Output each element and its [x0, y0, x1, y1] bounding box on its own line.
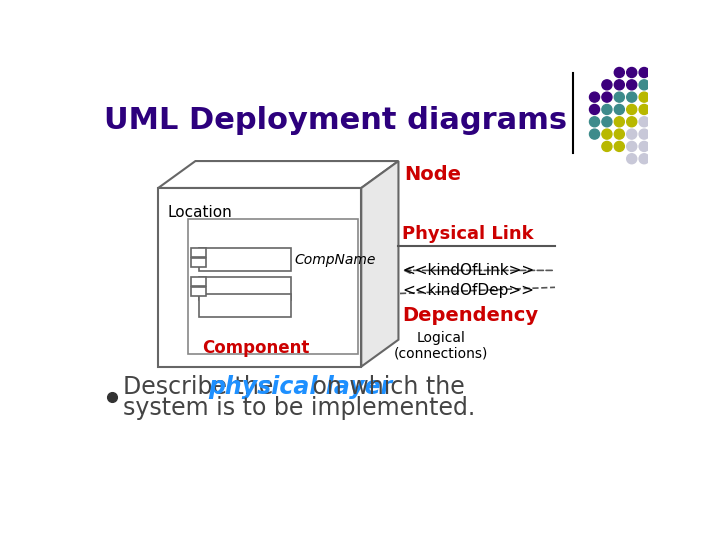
Circle shape [614, 80, 624, 90]
Bar [191, 248, 206, 256]
Circle shape [639, 141, 649, 151]
Text: Node: Node [405, 165, 462, 184]
Bar [158, 188, 361, 367]
Circle shape [639, 117, 649, 127]
Circle shape [614, 129, 624, 139]
Circle shape [626, 141, 636, 151]
Circle shape [614, 92, 624, 102]
Bar [191, 287, 206, 296]
Bar [191, 258, 206, 267]
Circle shape [602, 129, 612, 139]
Circle shape [639, 68, 649, 78]
Circle shape [626, 154, 636, 164]
Text: Location: Location [168, 205, 233, 220]
Circle shape [626, 104, 636, 114]
Text: system is to be implemented.: system is to be implemented. [122, 396, 474, 420]
Bar [191, 278, 206, 286]
Text: physical layer: physical layer [208, 375, 392, 399]
Circle shape [602, 104, 612, 114]
Circle shape [639, 129, 649, 139]
Circle shape [626, 129, 636, 139]
Text: <<kindOfLink>>: <<kindOfLink>> [402, 263, 534, 278]
Circle shape [590, 92, 600, 102]
Bar [199, 294, 291, 318]
Circle shape [602, 92, 612, 102]
Circle shape [626, 117, 636, 127]
Text: Physical Link: Physical Link [402, 225, 534, 242]
Circle shape [639, 104, 649, 114]
Circle shape [614, 141, 624, 151]
Circle shape [602, 141, 612, 151]
Circle shape [639, 154, 649, 164]
Text: UML Deployment diagrams: UML Deployment diagrams [104, 106, 567, 135]
Circle shape [614, 104, 624, 114]
Polygon shape [361, 161, 398, 367]
Text: CompName: CompName [294, 253, 376, 267]
Text: Logical
(connections): Logical (connections) [394, 330, 488, 361]
Text: Component: Component [202, 340, 310, 357]
Circle shape [626, 80, 636, 90]
Bar [188, 219, 358, 354]
Text: Describe the: Describe the [122, 375, 280, 399]
Circle shape [614, 68, 624, 78]
Text: on which the: on which the [305, 375, 465, 399]
Circle shape [602, 117, 612, 127]
Text: Dependency: Dependency [402, 306, 539, 325]
Bar [199, 278, 291, 300]
Circle shape [590, 129, 600, 139]
Circle shape [590, 104, 600, 114]
Circle shape [639, 92, 649, 102]
Text: <<kindOfDep>>: <<kindOfDep>> [402, 283, 534, 298]
Circle shape [590, 117, 600, 127]
Circle shape [602, 80, 612, 90]
Circle shape [626, 68, 636, 78]
Circle shape [626, 92, 636, 102]
Circle shape [614, 117, 624, 127]
Polygon shape [158, 161, 398, 188]
Bar [199, 248, 291, 271]
Circle shape [639, 80, 649, 90]
